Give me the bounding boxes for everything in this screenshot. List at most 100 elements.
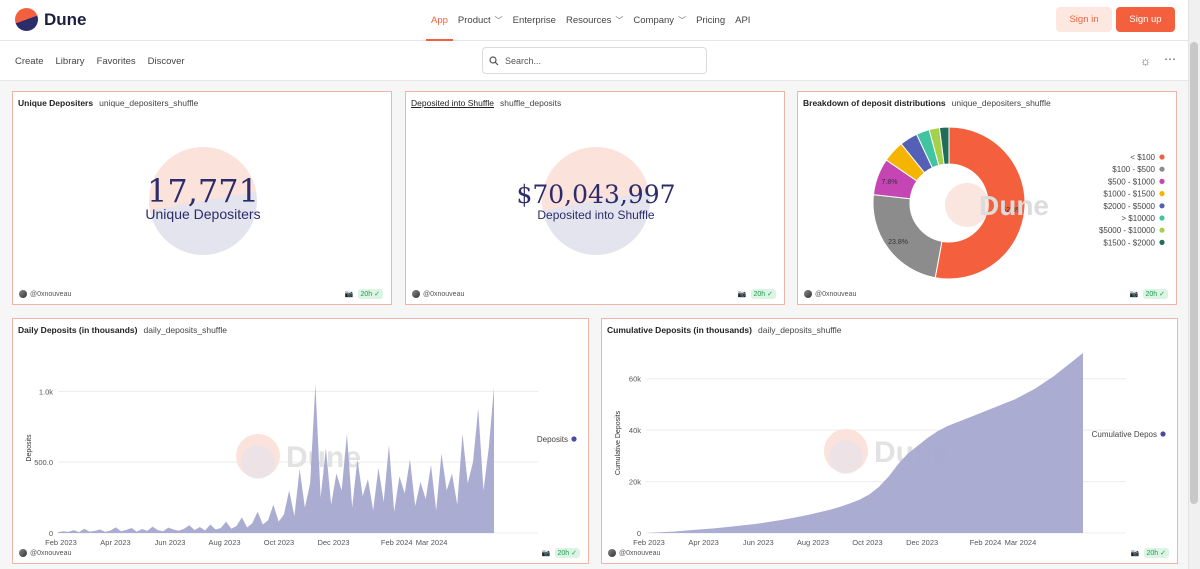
subnav-link-create[interactable]: Create: [15, 55, 44, 67]
menu-item-app[interactable]: App: [426, 0, 453, 41]
menu-item-label: App: [431, 15, 448, 26]
subnav-link-discover[interactable]: Discover: [147, 55, 185, 67]
legend-label[interactable]: < $100: [1130, 153, 1155, 162]
legend-swatch: [1159, 203, 1165, 209]
menu-item-enterprise[interactable]: Enterprise: [508, 0, 561, 41]
dune-logo[interactable]: Dune: [15, 8, 87, 31]
menu-item-label: Enterprise: [512, 15, 556, 26]
menu-item-label: Company: [633, 15, 675, 26]
subnav-link-library[interactable]: Library: [55, 55, 85, 67]
freshness-badge: 20h ✓: [1143, 548, 1169, 558]
x-tick-label: Apr 2023: [100, 538, 130, 547]
author[interactable]: @0xnouveau: [608, 549, 660, 557]
author[interactable]: @0xnouveau: [412, 290, 464, 298]
sign-in-button[interactable]: Sign in: [1056, 7, 1112, 32]
card-query: unique_depositers_shuffle: [951, 98, 1051, 108]
scrollbar-thumb[interactable]: [1190, 42, 1198, 504]
x-tick-label: Feb 2023: [45, 538, 77, 547]
pie-slice[interactable]: [872, 194, 943, 279]
legend-swatch: [1159, 227, 1165, 233]
freshness-badge: 20h ✓: [1142, 289, 1168, 299]
legend-label[interactable]: $2000 - $5000: [1103, 202, 1155, 211]
area-series[interactable]: [58, 384, 494, 533]
legend-label[interactable]: Deposits: [537, 435, 568, 444]
camera-icon[interactable]: 📷: [1129, 291, 1139, 298]
x-tick-label: Feb 2024: [970, 538, 1002, 547]
pie-slice[interactable]: [938, 126, 950, 165]
card-footer-status: 📷 20h ✓: [345, 289, 383, 299]
menu-item-product[interactable]: Product ﹀: [453, 0, 508, 41]
author-name: @0xnouveau: [30, 549, 72, 557]
legend-label[interactable]: $1500 - $2000: [1103, 238, 1155, 247]
menu-item-api[interactable]: API: [730, 0, 755, 41]
camera-icon[interactable]: 📷: [344, 291, 354, 298]
daily-deposits-chart: 0 500.0 1.0k Dune Feb 2023 Apr 2023 Jun 2023 Au…: [26, 384, 577, 547]
menu-item-company[interactable]: Company ﹀: [628, 0, 691, 41]
x-tick-label: Feb 2023: [633, 538, 665, 547]
legend-swatch: [1159, 215, 1165, 221]
y-tick-label: 500.0: [34, 458, 53, 467]
subnav-link-favorites[interactable]: Favorites: [96, 55, 136, 67]
author[interactable]: @0xnouveau: [804, 290, 856, 298]
avatar: [19, 290, 27, 298]
camera-icon[interactable]: 📷: [541, 550, 551, 557]
search-input[interactable]: Search...: [482, 47, 707, 74]
menu-item-resources[interactable]: Resources ﹀: [561, 0, 628, 41]
chevron-down-icon: ﹀: [678, 16, 687, 25]
y-axis-label: Cumulative Deposits: [615, 410, 622, 475]
search-icon: [489, 55, 499, 65]
watermark-text: Dune: [286, 441, 361, 474]
card-header: Daily Deposits (in thousands) daily_depos…: [18, 325, 227, 335]
x-tick-label: Aug 2023: [797, 538, 829, 547]
pie-slice[interactable]: [934, 126, 1026, 280]
card-title[interactable]: Breakdown of deposit distributions: [803, 98, 946, 108]
card-title[interactable]: Daily Deposits (in thousands): [18, 325, 138, 335]
card-header: Cumulative Deposits (in thousands) daily_…: [607, 325, 842, 335]
y-axis-label: Deposits: [26, 434, 33, 462]
legend-label[interactable]: Cumulative Depos: [1092, 430, 1157, 439]
card-query: shuffle_deposits: [500, 98, 562, 108]
card-footer-status: 📷 20h ✓: [738, 289, 776, 299]
theme-toggle-icon[interactable]: ☼: [1140, 54, 1151, 68]
camera-icon[interactable]: 📷: [1130, 550, 1140, 557]
area-series[interactable]: [646, 353, 1083, 533]
legend-swatch: [1159, 166, 1165, 172]
unique-depositers-card: Unique Depositers unique_depositers_shuff…: [12, 91, 392, 305]
legend-label[interactable]: $100 - $500: [1112, 165, 1155, 174]
pie-pct-label: 7.8%: [881, 179, 897, 186]
legend-label[interactable]: $500 - $1000: [1108, 177, 1156, 186]
counter-value: $70,043,997: [516, 180, 676, 209]
card-title[interactable]: Deposited into Shuffle: [411, 98, 495, 108]
legend-swatch: [1159, 154, 1165, 160]
author-name: @0xnouveau: [30, 290, 72, 298]
sub-navigation: Create Library Favorites Discover Search...…: [0, 41, 1188, 81]
more-options-icon[interactable]: ⋯: [1164, 52, 1176, 66]
age-label: 20h: [557, 550, 570, 557]
card-header: Unique Depositers unique_depositers_shuff…: [18, 98, 198, 108]
author[interactable]: @0xnouveau: [19, 290, 71, 298]
menu-item-pricing[interactable]: Pricing: [691, 0, 730, 41]
avatar: [412, 290, 420, 298]
legend-label[interactable]: $1000 - $1500: [1103, 190, 1155, 199]
camera-icon[interactable]: 📷: [737, 291, 747, 298]
legend-label[interactable]: > $10000: [1121, 214, 1155, 223]
x-tick-label: Dec 2023: [906, 538, 938, 547]
card-title[interactable]: Cumulative Deposits (in thousands): [607, 325, 752, 335]
avatar: [19, 549, 27, 557]
pie-pct-label: 52.8%: [1002, 207, 1022, 214]
main-menu: App Product ﹀ Enterprise Resources ﹀ Company ﹀ P…: [426, 0, 755, 41]
legend-label[interactable]: $5000 - $10000: [1099, 226, 1156, 235]
breakdown-card: Breakdown of deposit distributions unique…: [797, 91, 1177, 305]
cumulative-deposits-card: Cumulative Deposits (in thousands) daily_…: [601, 318, 1178, 564]
watermark-text: Dune: [979, 190, 1049, 221]
freshness-badge: 20h ✓: [357, 289, 383, 299]
pie-pct-label: 23.8%: [888, 239, 908, 246]
watermark-logo-shade: [829, 440, 863, 474]
card-footer-status: 📷 20h ✓: [1131, 548, 1169, 558]
sign-up-button[interactable]: Sign up: [1116, 7, 1175, 32]
deposited-into-shuffle-card: Deposited into Shuffle shuffle_deposits $…: [405, 91, 785, 305]
author[interactable]: @0xnouveau: [19, 549, 71, 557]
card-title[interactable]: Unique Depositers: [18, 98, 94, 108]
x-tick-label: Feb 2024: [381, 538, 413, 547]
